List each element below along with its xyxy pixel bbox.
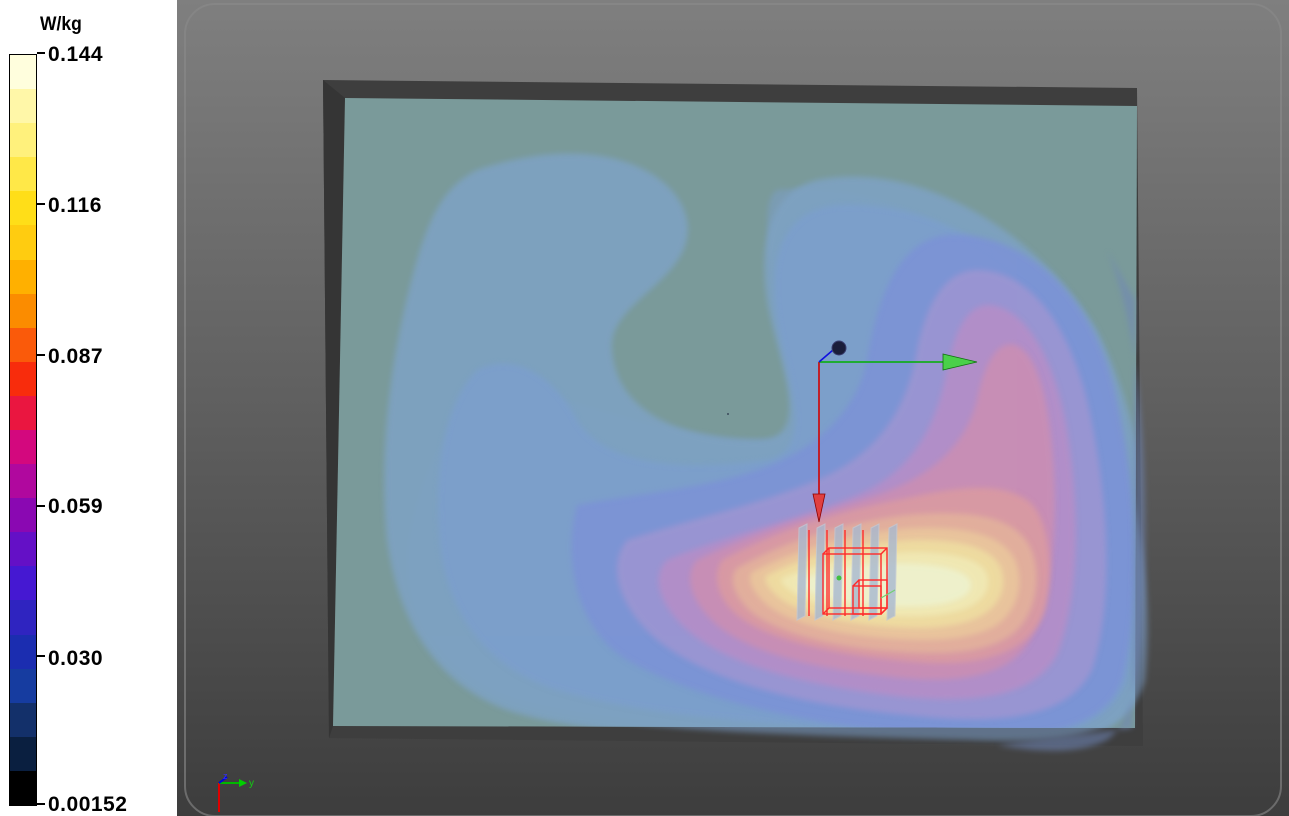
legend-tick-mark	[37, 203, 45, 205]
sar-scene: z y	[177, 0, 1289, 816]
color-legend: W/kg 0.144 0.116 0.087 0.059 0.030 0.001…	[0, 0, 175, 816]
y-axis-arrow-icon	[942, 353, 978, 371]
color-bin	[10, 498, 36, 534]
legend-tick-mark	[37, 52, 45, 54]
color-bin	[10, 532, 36, 568]
triad-z-label: z	[223, 771, 228, 781]
color-bin	[10, 395, 36, 431]
color-bin	[10, 293, 36, 329]
sar-contours	[384, 153, 1148, 751]
legend-tick-mark	[37, 354, 45, 356]
3d-viewport[interactable]: z y	[177, 0, 1289, 816]
legend-tick-label: 0.059	[48, 495, 104, 518]
color-bin	[10, 430, 36, 465]
probe-marker	[836, 575, 842, 581]
color-bin	[10, 55, 36, 90]
color-bin	[10, 157, 36, 193]
color-bin	[10, 225, 36, 261]
color-bin	[10, 89, 36, 125]
color-bin	[10, 736, 36, 772]
color-bin	[10, 566, 36, 602]
legend-tick-label: 0.030	[48, 647, 104, 670]
x-axis-arrow-icon	[812, 493, 826, 523]
orientation-triad: z y	[218, 771, 254, 812]
phantom-frame-edge	[323, 80, 345, 738]
probe-structure	[796, 523, 898, 621]
color-bin	[10, 770, 36, 806]
color-bin	[10, 259, 36, 295]
legend-tick-mark	[37, 655, 45, 657]
color-bin	[10, 191, 36, 227]
legend-tick-label: 0.116	[48, 194, 102, 217]
legend-unit-label: W/kg	[40, 14, 82, 35]
color-bin	[10, 464, 36, 500]
legend-tick-label-min: 0.00152	[48, 793, 128, 816]
color-bin	[10, 123, 36, 159]
legend-tick-label: 0.087	[48, 345, 104, 368]
legend-tick-label-max: 0.144	[48, 43, 104, 66]
color-scale-bar	[9, 54, 37, 806]
triad-y-label: y	[249, 778, 254, 789]
reference-axes	[727, 340, 978, 523]
color-bin	[10, 702, 36, 738]
z-axis-tip-icon	[831, 340, 847, 356]
color-bin	[10, 634, 36, 670]
legend-tick-mark	[37, 803, 45, 805]
legend-tick-mark	[37, 505, 45, 507]
phantom-outline	[184, 3, 1282, 816]
color-bin	[10, 600, 36, 636]
color-bin	[10, 327, 36, 363]
color-bin	[10, 361, 36, 397]
color-bin	[10, 668, 36, 704]
z-axis-line	[818, 349, 834, 363]
